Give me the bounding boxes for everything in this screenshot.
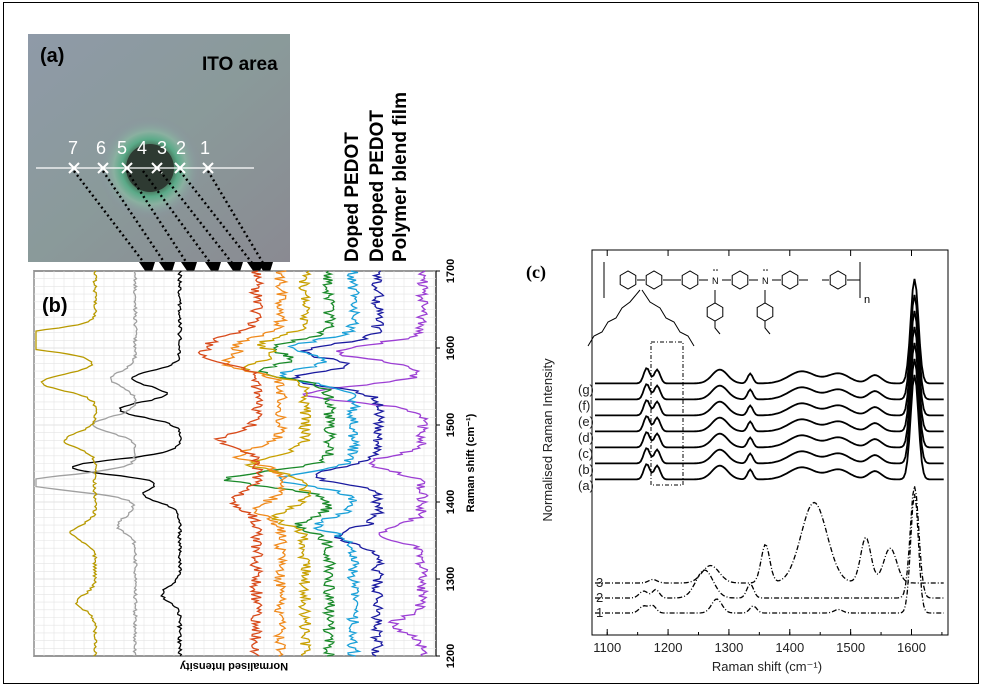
- point-label-5: 5: [117, 138, 127, 158]
- panel-c-series-label: 2: [596, 590, 603, 605]
- point-marker: [121, 162, 133, 174]
- panel-c-y-axis-label: Normalised Raman Intensity: [540, 358, 555, 522]
- connector-arrow: [206, 170, 268, 269]
- panel-c-series-label: (d): [578, 430, 594, 445]
- panel-b-series-1: [302, 270, 430, 657]
- panel-c-series-label: 3: [596, 575, 603, 590]
- panel-c-chart: (c) N Nn (g)(f)(e)(d)(c)(b)(a)321 1100 120…: [526, 249, 949, 674]
- panel-c-series-b: [595, 358, 944, 465]
- panel-b-series-5: [240, 270, 312, 657]
- panel-c-series-label: (a): [578, 478, 594, 493]
- connector-arrow: [159, 170, 237, 269]
- connector-arrow: [73, 170, 149, 269]
- point-marker: [97, 162, 109, 174]
- panel-c-series-1: [595, 493, 944, 614]
- panel-c-x-tick: 1600: [897, 640, 926, 655]
- panel-b-series-4: [223, 270, 338, 657]
- panel-c-x-tick: 1300: [714, 640, 743, 655]
- legend-polymer-blend: Polymer blend film: [390, 92, 411, 262]
- panel-c-series-a: [595, 374, 944, 481]
- panel-c-series-g: [595, 278, 944, 385]
- ito-area-label: ITO area: [202, 54, 278, 75]
- point-marker: [202, 162, 214, 174]
- panel-c-series-label: (e): [578, 414, 594, 429]
- panel-c-series-d: [595, 326, 944, 433]
- polymer-structure: N Nn: [587, 262, 870, 347]
- panel-c-series-label: (c): [578, 446, 593, 461]
- panel-b-series-10: [35, 270, 98, 657]
- panel-c-x-tick: 1400: [775, 640, 804, 655]
- connector-arrow: [125, 170, 192, 269]
- panel-c-series-c: [595, 342, 944, 449]
- point-label-1: 1: [200, 138, 210, 158]
- panel-c-series-2: [595, 485, 944, 599]
- highlight-box: [650, 341, 684, 486]
- panel-b-label: (b): [42, 295, 68, 317]
- point-label-3: 3: [157, 138, 167, 158]
- panel-b-y-tick: 1700: [445, 259, 457, 283]
- svg-text:n: n: [864, 294, 870, 306]
- connector-arrow: [179, 170, 257, 269]
- panel-b-y-tick: 1200: [445, 644, 457, 668]
- panel-b-chart: 1200 1300 1400 1500 1600 1700 (b) Normalised …: [33, 259, 477, 672]
- panel-c-series-label: (b): [578, 462, 594, 477]
- point-label-6: 6: [96, 138, 106, 158]
- panel-c-label: (c): [526, 262, 546, 283]
- panel-c-x-tick: 1100: [593, 640, 621, 655]
- point-label-2: 2: [176, 138, 186, 158]
- panel-b-y-tick: 1600: [445, 336, 457, 360]
- point-marker: [68, 162, 80, 174]
- panel-c-series-label: 1: [596, 605, 603, 620]
- panel-b-series-3: [278, 270, 362, 657]
- point-marker: [174, 162, 186, 174]
- panel-c-series-f: [595, 294, 944, 401]
- panel-b-series-2: [289, 270, 386, 657]
- panel-c-series-e: [595, 310, 944, 417]
- panel-a-label: (a): [40, 45, 64, 67]
- legend-doped-pedot: Doped PEDOT: [342, 132, 363, 262]
- svg-text:N: N: [762, 276, 769, 286]
- panel-c-x-tick: 1200: [654, 640, 683, 655]
- panel-b-y-tick: 1500: [445, 413, 457, 437]
- panel-c-series-3: [595, 501, 944, 584]
- legend-dedoped-pedot: Dedoped PEDOT: [367, 110, 388, 262]
- panel-c-series-label: (g): [578, 382, 594, 397]
- connector-arrow: [142, 170, 215, 269]
- panel-b-x-axis-label: Normalised Intensity: [179, 660, 288, 672]
- panel-b-y-tick: 1300: [445, 567, 457, 591]
- legend: Doped PEDOT Dedoped PEDOT Polymer blend …: [342, 92, 411, 262]
- panel-c-x-tick: 1500: [836, 640, 865, 655]
- point-label-4: 4: [137, 138, 147, 158]
- panel-b-series-9: [35, 270, 139, 657]
- panel-c-series-label: (f): [578, 398, 590, 413]
- panel-b-y-tick: 1400: [445, 490, 457, 514]
- panel-b-series-8: [72, 270, 183, 657]
- point-label-7: 7: [68, 138, 78, 158]
- panel-c-x-axis-label: Raman shift (cm⁻¹): [712, 659, 822, 674]
- figure-frame: [3, 2, 979, 684]
- svg-text:N: N: [712, 276, 719, 286]
- panel-b-series-7: [197, 270, 265, 657]
- panel-b-y-axis-label: Raman shift (cm⁻¹): [465, 413, 477, 512]
